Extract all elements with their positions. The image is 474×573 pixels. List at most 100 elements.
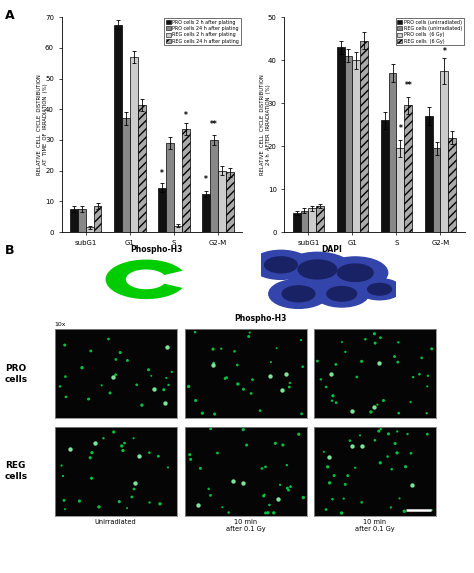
Point (285, 382, 293, 391)
Text: **: ** (210, 120, 218, 129)
Point (358, 441, 365, 450)
Point (283, 370, 290, 379)
Point (356, 431, 364, 440)
Point (272, 439, 279, 448)
Text: 10x: 10x (55, 322, 66, 327)
Point (370, 403, 378, 412)
Point (401, 507, 408, 516)
Bar (158, 187, 166, 232)
Point (258, 464, 266, 473)
Point (219, 503, 226, 512)
Point (131, 478, 139, 488)
Point (146, 448, 153, 457)
Point (163, 342, 171, 351)
Point (116, 497, 123, 506)
Point (273, 344, 281, 353)
Point (367, 407, 374, 417)
Point (231, 347, 238, 356)
Point (380, 396, 387, 405)
Text: *: * (204, 175, 208, 185)
Point (192, 396, 200, 405)
Point (297, 336, 305, 345)
Point (279, 441, 287, 450)
Point (128, 492, 136, 501)
Point (87, 347, 95, 356)
Point (239, 478, 246, 488)
Bar (218, 171, 226, 232)
Bar (404, 105, 412, 232)
Point (223, 373, 230, 382)
Text: 10 min
after 0.1 Gy: 10 min after 0.1 Gy (226, 519, 266, 532)
Bar (86, 227, 93, 232)
Point (374, 400, 381, 409)
Point (138, 401, 146, 410)
Circle shape (337, 264, 373, 281)
Point (394, 358, 401, 367)
Point (66, 444, 73, 453)
Point (261, 490, 268, 499)
Point (61, 340, 68, 350)
Text: 10 min
after 0.1 Gy: 10 min after 0.1 Gy (355, 519, 395, 532)
Point (264, 508, 272, 517)
Point (100, 434, 107, 443)
Point (61, 505, 69, 514)
Text: *: * (399, 124, 402, 134)
Circle shape (327, 286, 356, 301)
Point (340, 494, 347, 503)
Point (117, 348, 124, 357)
Point (299, 362, 307, 371)
Text: *: * (160, 170, 164, 178)
Bar (130, 57, 137, 232)
Point (392, 439, 399, 448)
Point (123, 504, 131, 513)
Point (197, 464, 204, 473)
Bar (226, 172, 234, 232)
Point (407, 398, 414, 407)
Point (187, 455, 194, 464)
Point (86, 453, 94, 462)
Bar (70, 209, 78, 232)
Text: A: A (5, 9, 14, 22)
Point (145, 365, 152, 374)
Point (408, 480, 416, 489)
Point (322, 382, 330, 391)
Point (388, 465, 395, 474)
Point (91, 438, 99, 447)
Point (328, 396, 336, 405)
Circle shape (323, 257, 388, 289)
Point (424, 430, 431, 439)
Point (156, 499, 164, 508)
Point (326, 478, 333, 488)
Point (295, 430, 302, 439)
Point (262, 508, 269, 517)
Point (409, 372, 417, 382)
Bar (396, 148, 404, 232)
Point (260, 491, 267, 500)
Point (346, 436, 354, 445)
Point (407, 449, 415, 458)
Point (109, 372, 117, 382)
Circle shape (282, 286, 315, 302)
Bar (309, 209, 316, 232)
Point (385, 429, 392, 438)
Circle shape (251, 250, 310, 279)
Point (221, 374, 229, 383)
Point (396, 494, 403, 503)
Point (428, 344, 436, 354)
Point (168, 367, 175, 376)
Point (119, 446, 127, 455)
Point (155, 452, 162, 461)
Point (185, 382, 192, 391)
Circle shape (368, 284, 392, 295)
Point (371, 329, 378, 338)
Bar (93, 206, 101, 232)
Point (110, 427, 118, 437)
Text: Phospho-H3: Phospho-H3 (130, 245, 182, 254)
Point (423, 382, 431, 391)
Bar (316, 206, 324, 232)
Bar (292, 213, 301, 232)
Point (371, 339, 379, 348)
Point (298, 409, 305, 418)
Bar (137, 105, 146, 232)
Bar (389, 73, 396, 232)
